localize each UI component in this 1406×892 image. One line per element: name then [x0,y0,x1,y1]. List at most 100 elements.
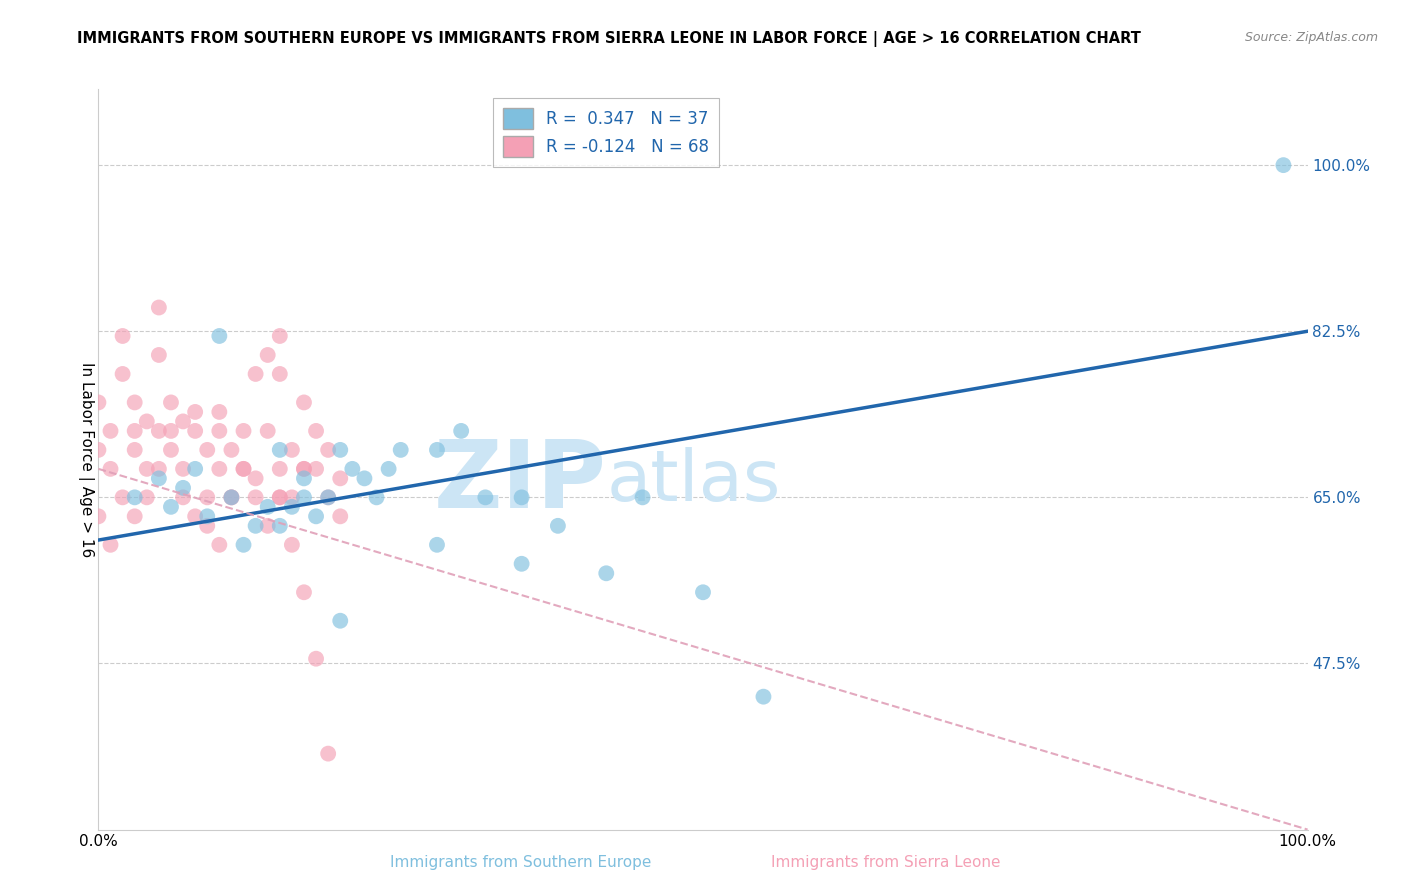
Point [124,395,146,409]
Point [631,491,654,505]
Point [245,491,267,505]
Point [245,518,267,533]
Point [195,442,218,457]
Point [160,424,183,438]
Point [256,424,278,438]
Point [135,462,157,476]
Point [316,491,339,505]
Point [329,614,352,628]
Point [195,518,218,533]
Point [256,500,278,514]
Point [316,491,339,505]
Point [124,442,146,457]
Point [208,538,231,552]
Point [148,462,170,476]
Point [329,471,352,485]
Point [353,471,375,485]
Point [269,462,291,476]
Point [1272,158,1295,172]
Point [281,500,304,514]
Point [256,518,278,533]
Point [269,518,291,533]
Point [135,491,157,505]
Point [232,462,254,476]
Point [292,491,315,505]
Point [208,405,231,419]
Point [256,348,278,362]
Point [148,471,170,485]
Text: ZIP: ZIP [433,435,606,527]
Point [195,491,218,505]
Point [160,442,183,457]
Point [281,538,304,552]
Point [305,509,328,524]
Point [111,329,134,343]
Point [269,329,291,343]
Point [450,424,472,438]
Point [269,491,291,505]
Point [195,509,218,524]
Point [232,424,254,438]
Legend: R =  0.347   N = 37, R = -0.124   N = 68: R = 0.347 N = 37, R = -0.124 N = 68 [494,97,720,167]
Point [329,442,352,457]
Point [160,500,183,514]
Point [148,348,170,362]
Point [87,509,110,524]
Point [292,471,315,485]
Point [208,329,231,343]
Point [245,367,267,381]
Point [100,424,122,438]
Point [208,462,231,476]
Point [100,462,122,476]
Point [316,442,339,457]
Point [752,690,775,704]
Point [148,301,170,315]
Text: Immigrants from Southern Europe: Immigrants from Southern Europe [389,855,651,870]
Point [305,424,328,438]
Point [305,462,328,476]
Text: Immigrants from Sierra Leone: Immigrants from Sierra Leone [770,855,1001,870]
Point [184,424,207,438]
Point [329,509,352,524]
Point [281,491,304,505]
Text: IMMIGRANTS FROM SOUTHERN EUROPE VS IMMIGRANTS FROM SIERRA LEONE IN LABOR FORCE |: IMMIGRANTS FROM SOUTHERN EUROPE VS IMMIG… [77,31,1142,47]
Point [510,557,533,571]
Point [148,424,170,438]
Point [111,367,134,381]
Point [221,491,243,505]
Point [172,462,194,476]
Point [474,491,496,505]
Point [245,471,267,485]
Point [100,538,122,552]
Point [221,491,243,505]
Point [221,491,243,505]
Point [292,462,315,476]
Point [389,442,412,457]
Point [87,442,110,457]
Point [292,395,315,409]
Point [305,651,328,665]
Text: atlas: atlas [606,447,780,516]
Point [184,405,207,419]
Point [366,491,388,505]
Point [269,367,291,381]
Point [510,491,533,505]
Point [269,491,291,505]
Point [426,442,449,457]
Point [111,491,134,505]
Point [316,747,339,761]
Point [184,509,207,524]
Point [184,462,207,476]
Point [124,509,146,524]
Y-axis label: In Labor Force | Age > 16: In Labor Force | Age > 16 [77,362,94,557]
Point [221,442,243,457]
Point [342,462,364,476]
Point [172,414,194,428]
Point [547,518,569,533]
Point [172,491,194,505]
Point [426,538,449,552]
Point [692,585,714,599]
Point [269,442,291,457]
Point [232,462,254,476]
Point [208,424,231,438]
